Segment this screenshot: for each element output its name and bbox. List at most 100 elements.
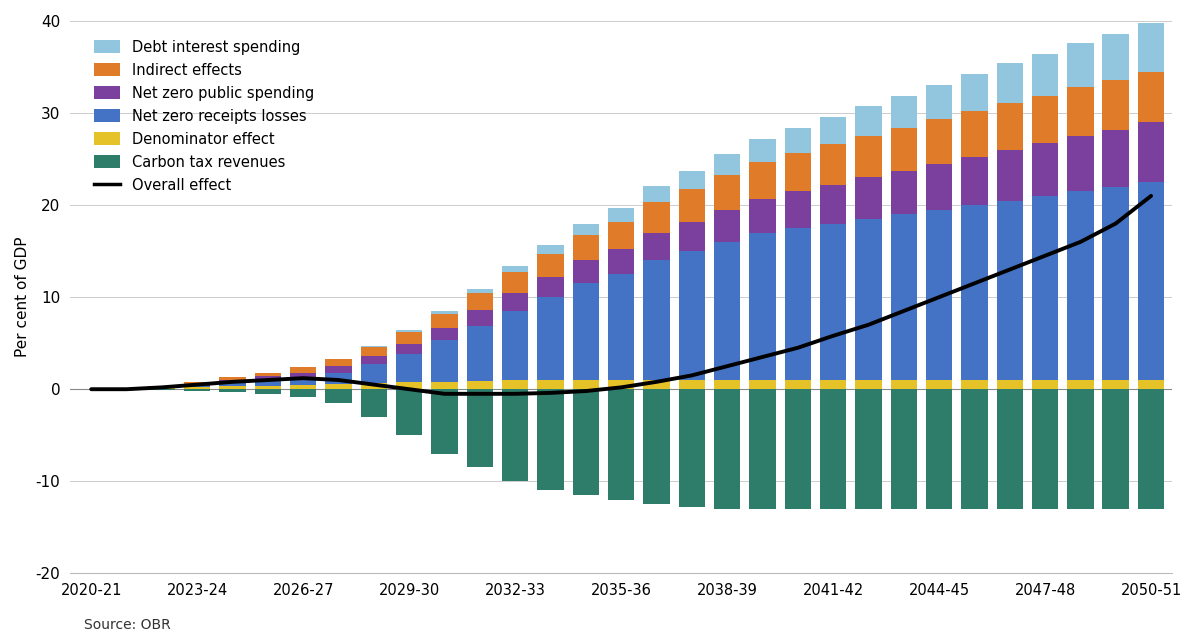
Overall effect bbox=[614, 384, 629, 391]
Bar bbox=[396, 332, 422, 344]
Bar bbox=[996, 103, 1022, 150]
Bar bbox=[290, 373, 317, 377]
Bar bbox=[290, 389, 317, 396]
Bar bbox=[820, 144, 846, 185]
Bar bbox=[926, 210, 953, 380]
Bar bbox=[678, 389, 706, 507]
Bar bbox=[431, 311, 457, 313]
Bar bbox=[926, 164, 953, 210]
Bar bbox=[643, 233, 670, 260]
Bar bbox=[361, 389, 388, 417]
Bar bbox=[396, 389, 422, 435]
Bar bbox=[1032, 380, 1058, 389]
Overall effect bbox=[260, 376, 275, 384]
Bar bbox=[890, 380, 917, 389]
Overall effect bbox=[791, 344, 805, 351]
Bar bbox=[572, 380, 599, 389]
Bar bbox=[290, 367, 317, 373]
Bar bbox=[961, 205, 988, 380]
Bar bbox=[678, 222, 706, 251]
Bar bbox=[678, 251, 706, 380]
Bar bbox=[325, 384, 352, 389]
Bar bbox=[431, 389, 457, 454]
Overall effect bbox=[296, 374, 311, 382]
Bar bbox=[361, 346, 388, 347]
Bar bbox=[961, 75, 988, 111]
Bar bbox=[290, 377, 317, 385]
Bar bbox=[502, 266, 528, 272]
Overall effect bbox=[684, 372, 698, 379]
Bar bbox=[820, 380, 846, 389]
Legend: Debt interest spending, Indirect effects, Net zero public spending, Net zero rec: Debt interest spending, Indirect effects… bbox=[89, 34, 320, 198]
Bar bbox=[538, 277, 564, 297]
Bar bbox=[467, 389, 493, 468]
Bar bbox=[431, 341, 457, 382]
Bar bbox=[1032, 389, 1058, 509]
Bar bbox=[608, 249, 635, 274]
Bar bbox=[785, 380, 811, 389]
Line: Overall effect: Overall effect bbox=[91, 196, 1151, 394]
Bar bbox=[1067, 43, 1093, 87]
Bar bbox=[714, 389, 740, 509]
Bar bbox=[254, 376, 281, 380]
Bar bbox=[856, 106, 882, 136]
Overall effect bbox=[190, 381, 204, 389]
Bar bbox=[431, 313, 457, 327]
Bar bbox=[220, 383, 246, 386]
Bar bbox=[254, 389, 281, 394]
Overall effect bbox=[578, 387, 593, 395]
Bar bbox=[325, 373, 352, 384]
Bar bbox=[325, 366, 352, 373]
Overall effect bbox=[226, 378, 240, 386]
Bar bbox=[785, 228, 811, 380]
Bar bbox=[643, 260, 670, 380]
Bar bbox=[396, 344, 422, 354]
Bar bbox=[361, 356, 388, 365]
Overall effect bbox=[896, 307, 911, 315]
Bar bbox=[820, 185, 846, 224]
Overall effect bbox=[1002, 265, 1016, 273]
Bar bbox=[254, 386, 281, 389]
Bar bbox=[149, 387, 175, 388]
Bar bbox=[467, 293, 493, 310]
Bar bbox=[926, 389, 953, 509]
Bar bbox=[996, 63, 1022, 103]
Bar bbox=[608, 274, 635, 380]
Bar bbox=[714, 380, 740, 389]
Bar bbox=[1103, 380, 1129, 389]
Overall effect bbox=[649, 378, 664, 386]
Bar bbox=[361, 365, 388, 383]
Overall effect bbox=[755, 353, 769, 361]
Bar bbox=[396, 382, 422, 389]
Bar bbox=[184, 386, 210, 387]
Bar bbox=[1138, 380, 1164, 389]
Bar bbox=[396, 354, 422, 382]
Overall effect bbox=[119, 386, 133, 393]
Bar bbox=[820, 224, 846, 380]
Bar bbox=[749, 233, 775, 380]
Bar bbox=[820, 117, 846, 144]
Bar bbox=[1103, 389, 1129, 509]
Bar bbox=[220, 377, 246, 380]
Bar bbox=[678, 171, 706, 190]
Overall effect bbox=[967, 279, 982, 287]
Bar bbox=[1138, 71, 1164, 122]
Bar bbox=[926, 119, 953, 164]
Bar bbox=[149, 388, 175, 389]
Bar bbox=[431, 382, 457, 389]
Bar bbox=[785, 389, 811, 509]
Bar bbox=[714, 242, 740, 380]
Bar bbox=[254, 373, 281, 376]
Bar bbox=[785, 191, 811, 228]
Bar bbox=[184, 387, 210, 389]
Overall effect bbox=[155, 384, 169, 391]
Bar bbox=[220, 389, 246, 392]
Bar bbox=[856, 389, 882, 509]
Bar bbox=[1103, 186, 1129, 380]
Bar bbox=[325, 389, 352, 403]
Bar bbox=[325, 359, 352, 366]
Overall effect bbox=[1109, 220, 1123, 228]
Bar bbox=[890, 389, 917, 509]
Bar bbox=[1138, 23, 1164, 71]
Bar bbox=[184, 389, 210, 391]
